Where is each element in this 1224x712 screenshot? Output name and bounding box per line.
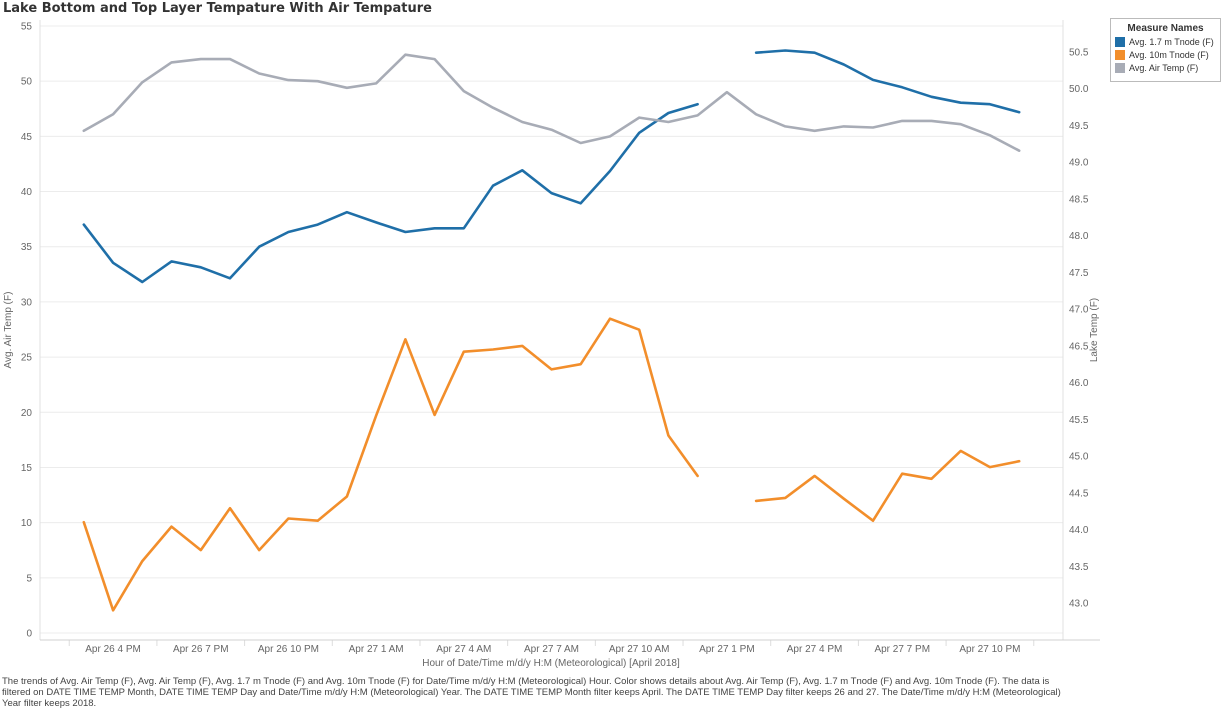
y-left-tick-label-6: 30 [21, 297, 33, 308]
y-right-tick-label-5: 45.5 [1069, 415, 1089, 426]
y-left-tick-label-9: 45 [21, 132, 33, 143]
y-right-tick-label-10: 48.0 [1069, 231, 1089, 242]
x-axis-title: Hour of Date/Time m/d/y H:M (Meteorologi… [422, 658, 680, 669]
y-left-tick-label-1: 5 [26, 573, 32, 584]
y-right-tick-label-2: 44.0 [1069, 525, 1089, 536]
legend-swatch-1-7m-tnode [1115, 37, 1125, 47]
legend-swatch-10m-tnode [1115, 50, 1125, 60]
x-tick-label-1: Apr 26 7 PM [173, 644, 229, 655]
y-left-tick-label-5: 25 [21, 353, 33, 364]
y-right-tick-label-0: 43.0 [1069, 599, 1089, 610]
gridlines [40, 25, 1063, 634]
line-chart: 0 5 10 15 20 25 30 35 40 45 50 55 43.0 43.5 44.0 44.5 45… [3, 20, 1100, 669]
legend: Measure Names Avg. 1.7 m Tnode (F) Avg. … [1110, 18, 1221, 82]
x-tick-label-6: Apr 27 10 AM [609, 644, 670, 655]
chart-caption: The trends of Avg. Air Temp (F), Avg. Ai… [2, 676, 1061, 709]
y-left-tick-label-4: 20 [21, 408, 33, 419]
legend-label-1-7m-tnode: Avg. 1.7 m Tnode (F) [1129, 37, 1214, 47]
x-tick-label-8: Apr 27 4 PM [787, 644, 843, 655]
y-right-tick-label-12: 49.0 [1069, 158, 1089, 169]
y-left-tick-label-11: 55 [21, 22, 33, 33]
y-left-tick-label-8: 40 [21, 187, 33, 198]
legend-label-10m-tnode: Avg. 10m Tnode (F) [1129, 50, 1209, 60]
y-left-tick-label-3: 15 [21, 463, 33, 474]
y-right-tick-label-8: 47.0 [1069, 305, 1089, 316]
legend-item-1-7m-tnode[interactable]: Avg. 1.7 m Tnode (F) [1115, 37, 1220, 47]
legend-item-10m-tnode[interactable]: Avg. 10m Tnode (F) [1115, 50, 1220, 60]
y-left-tick-label-10: 50 [21, 77, 33, 88]
series-line-1-7m-tnode-segment-2 [754, 49, 1021, 114]
y-left-tick-label-2: 10 [21, 518, 33, 529]
y-right-tick-label-7: 46.5 [1069, 341, 1089, 352]
x-tick-label-0: Apr 26 4 PM [85, 644, 141, 655]
y-left-tick-label-7: 35 [21, 242, 33, 253]
legend-swatch-air-temp [1115, 63, 1125, 73]
axes: 0 5 10 15 20 25 30 35 40 45 50 55 43.0 43.5 44.0 44.5 45… [21, 20, 1100, 655]
legend-title: Measure Names [1127, 23, 1204, 34]
y-right-tick-label-4: 45.0 [1069, 452, 1089, 463]
y-right-tick-label-15: 50.5 [1069, 48, 1089, 59]
x-tick-label-9: Apr 27 7 PM [874, 644, 930, 655]
y-axis-right-title: Lake Temp (F) [1089, 298, 1100, 362]
y-right-tick-label-6: 46.0 [1069, 378, 1089, 389]
x-tick-label-2: Apr 26 10 PM [258, 644, 319, 655]
series-line-10m-tnode-segment-2 [754, 449, 1021, 523]
legend-label-air-temp: Avg. Air Temp (F) [1129, 63, 1199, 73]
y-right-tick-label-1: 43.5 [1069, 562, 1089, 573]
chart-title: Lake Bottom and Top Layer Tempature With… [3, 1, 432, 16]
y-right-tick-label-11: 48.5 [1069, 194, 1089, 205]
y-right-tick-label-3: 44.5 [1069, 488, 1089, 499]
x-tick-label-10: Apr 27 10 PM [959, 644, 1020, 655]
y-left-tick-label-0: 0 [26, 629, 32, 640]
x-tick-label-7: Apr 27 1 PM [699, 644, 755, 655]
x-tick-label-3: Apr 27 1 AM [349, 644, 404, 655]
y-right-tick-label-13: 49.5 [1069, 121, 1089, 132]
y-axis-left-title: Avg. Air Temp (F) [3, 292, 14, 369]
x-tick-label-5: Apr 27 7 AM [524, 644, 579, 655]
series-line-1-7m-tnode-segment-1 [82, 102, 699, 284]
series-line-air-temp-segment-1 [82, 53, 1021, 152]
series-lines [82, 49, 1021, 612]
series-line-10m-tnode-segment-1 [82, 317, 699, 612]
legend-item-air-temp[interactable]: Avg. Air Temp (F) [1115, 63, 1220, 73]
y-right-tick-label-14: 50.0 [1069, 84, 1089, 95]
x-tick-label-4: Apr 27 4 AM [436, 644, 491, 655]
y-right-tick-label-9: 47.5 [1069, 268, 1089, 279]
